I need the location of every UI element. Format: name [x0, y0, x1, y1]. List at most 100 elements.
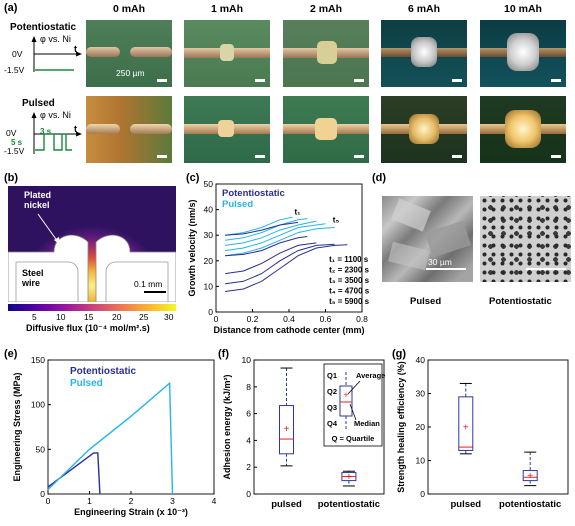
scale-bar-label: 250 µm: [116, 68, 145, 78]
pulsed-level-0v: 0V: [6, 128, 17, 138]
y-tick-label: 10: [242, 355, 252, 365]
growth-series-line: [225, 244, 348, 292]
legend-quartile-label: Q4: [327, 419, 338, 428]
colorbar-tick-15: 15: [84, 312, 94, 322]
growth-series-line: [225, 221, 299, 236]
y-tick-label: 150: [31, 355, 45, 365]
time-table-entry: t₅ = 5900 s: [329, 297, 369, 306]
box-mean-marker: +: [346, 472, 352, 483]
plot-frame: [427, 359, 569, 495]
photo-potentiostatic-0mah: 250 µm: [86, 20, 172, 87]
y-tick-label: 0: [246, 489, 251, 499]
pulsed-title: Pulsed: [22, 98, 55, 109]
photo-pulsed-1mah: [184, 96, 270, 163]
colorbar-tick-5: 5: [32, 312, 37, 322]
photo-pulsed-0mah: [86, 96, 172, 163]
sem-label-pulsed: Pulsed: [410, 296, 442, 307]
x-tick-label: 2: [129, 496, 134, 506]
photo-pulsed-6mah: [381, 96, 467, 163]
stress-strain-chart: 0 1 2 3 4 0 50 100 150 Engineering Strain (x 10⁻³…: [12, 355, 217, 517]
stress-series-line: [47, 452, 101, 495]
pulsed-off-time: 5 s: [11, 138, 23, 147]
y-tick-label: 20: [416, 422, 426, 432]
category-label: potentiostatic: [318, 499, 380, 510]
steel-wire-label: Steel wire: [22, 268, 44, 288]
time-table-entry: t₄ = 4700 s: [329, 287, 370, 296]
potentiostatic-title: Potentiostatic: [10, 22, 77, 33]
legend-potentiostatic: Potentiostatic: [222, 188, 285, 199]
diffusion-map: Plated nickel Steel wire 0.1 mm: [8, 186, 176, 302]
legend-median-label: Median: [354, 419, 380, 428]
panel-label-e: (e): [4, 348, 18, 360]
colorbar-tick-10: 10: [56, 312, 66, 322]
healing-efficiency-chart: 0 10 20 30 40 Strength healing efficiency (%)…: [396, 355, 569, 510]
y-tick-label: 6: [246, 409, 251, 419]
colorbar-tick-30: 30: [164, 312, 174, 322]
panel-label-g: (g): [392, 348, 407, 360]
photo-potentiostatic-10mah: [480, 20, 566, 87]
legend-quartile-note: Q = Quartile: [332, 434, 375, 443]
plated-nickel-label: Plated nickel: [24, 190, 52, 210]
sem-label-potentiostatic: Potentiostatic: [489, 296, 552, 307]
category-label: pulsed: [271, 499, 302, 510]
x-tick-label: 3: [170, 496, 175, 506]
colorbar-label: Diffusive flux (10⁻⁴ mol/m².s): [26, 323, 150, 333]
y-tick-label: 8: [246, 382, 251, 392]
x-tick-label: 0: [214, 314, 219, 324]
series-label-t5: t₅: [333, 215, 340, 224]
column-header-1mah: 1 mAh: [210, 3, 244, 15]
quartile-legend: [323, 363, 383, 447]
column-header-0mah: 0 mAh: [112, 3, 146, 15]
y-tick-label: 30: [416, 389, 426, 399]
growth-series-line: [225, 220, 317, 246]
growth-velocity-chart: 0 0.2 0.4 0.6 0.8 0 10 20 30 40 50 Distance from ca…: [187, 179, 370, 335]
legend-average-arrow: [347, 380, 361, 395]
y-axis-label: Strength healing efficiency (%): [396, 361, 406, 493]
box-mean-marker: +: [284, 424, 290, 435]
plot-frame: [253, 359, 385, 495]
pulsed-axis-label: φ vs. Ni: [40, 110, 71, 120]
legend-pulsed: Pulsed: [222, 199, 253, 210]
pulsed-t-label: t: [74, 124, 77, 134]
potentiostatic-level-neg: -1.5V: [4, 65, 25, 75]
y-tick-label: 40: [204, 205, 214, 215]
photo-pulsed-10mah: [480, 96, 566, 163]
column-header-10mah: 10 mAh: [504, 3, 542, 15]
box-body: [279, 405, 294, 455]
growth-series-line: [225, 216, 293, 236]
category-label: potentiostatic: [499, 499, 561, 510]
growth-series-line: [225, 243, 335, 285]
panel-label-b: (b): [4, 172, 19, 184]
potentiostatic-waveform: [31, 36, 82, 72]
x-tick-label: 0.4: [283, 314, 295, 324]
growth-series-line: [225, 223, 326, 252]
pulsed-on-time: 3 s: [40, 127, 52, 136]
box-mean-marker: +: [527, 471, 533, 482]
panel-label-f: (f): [218, 348, 229, 360]
box-body: [522, 470, 538, 482]
sem-pulsed: 30 µm: [382, 196, 473, 282]
potentiostatic-level-0v: 0V: [12, 49, 23, 59]
legend-quartile-label: Q2: [327, 387, 337, 396]
y-tick-label: 100: [31, 400, 45, 410]
growth-series-line: [225, 242, 317, 275]
panel-label-c: (c): [186, 172, 200, 184]
x-axis-label: Distance from cathode center (mm): [213, 325, 364, 335]
photo-pulsed-2mah: [283, 96, 369, 163]
map-scale-bar-label: 0.1 mm: [134, 279, 163, 289]
photo-potentiostatic-2mah: [283, 20, 369, 87]
y-tick-label: 0: [420, 489, 425, 499]
x-tick-label: 1: [87, 496, 92, 506]
x-tick-label: 0.6: [320, 314, 332, 324]
y-tick-label: 50: [36, 444, 46, 454]
legend-potentiostatic: Potentiostatic: [70, 366, 137, 377]
legend-box-body: [339, 385, 353, 417]
x-tick-label: 0.8: [356, 314, 368, 324]
legend-mean-marker: +: [343, 390, 348, 400]
series-label-t1: t₁: [294, 208, 301, 217]
y-tick-label: 4: [246, 435, 251, 445]
potentiostatic-t-label: t: [74, 44, 77, 54]
y-tick-label: 20: [204, 256, 214, 266]
x-tick-label: 0: [46, 496, 51, 506]
y-axis-label: Growth velocity (nm/s): [187, 199, 197, 296]
